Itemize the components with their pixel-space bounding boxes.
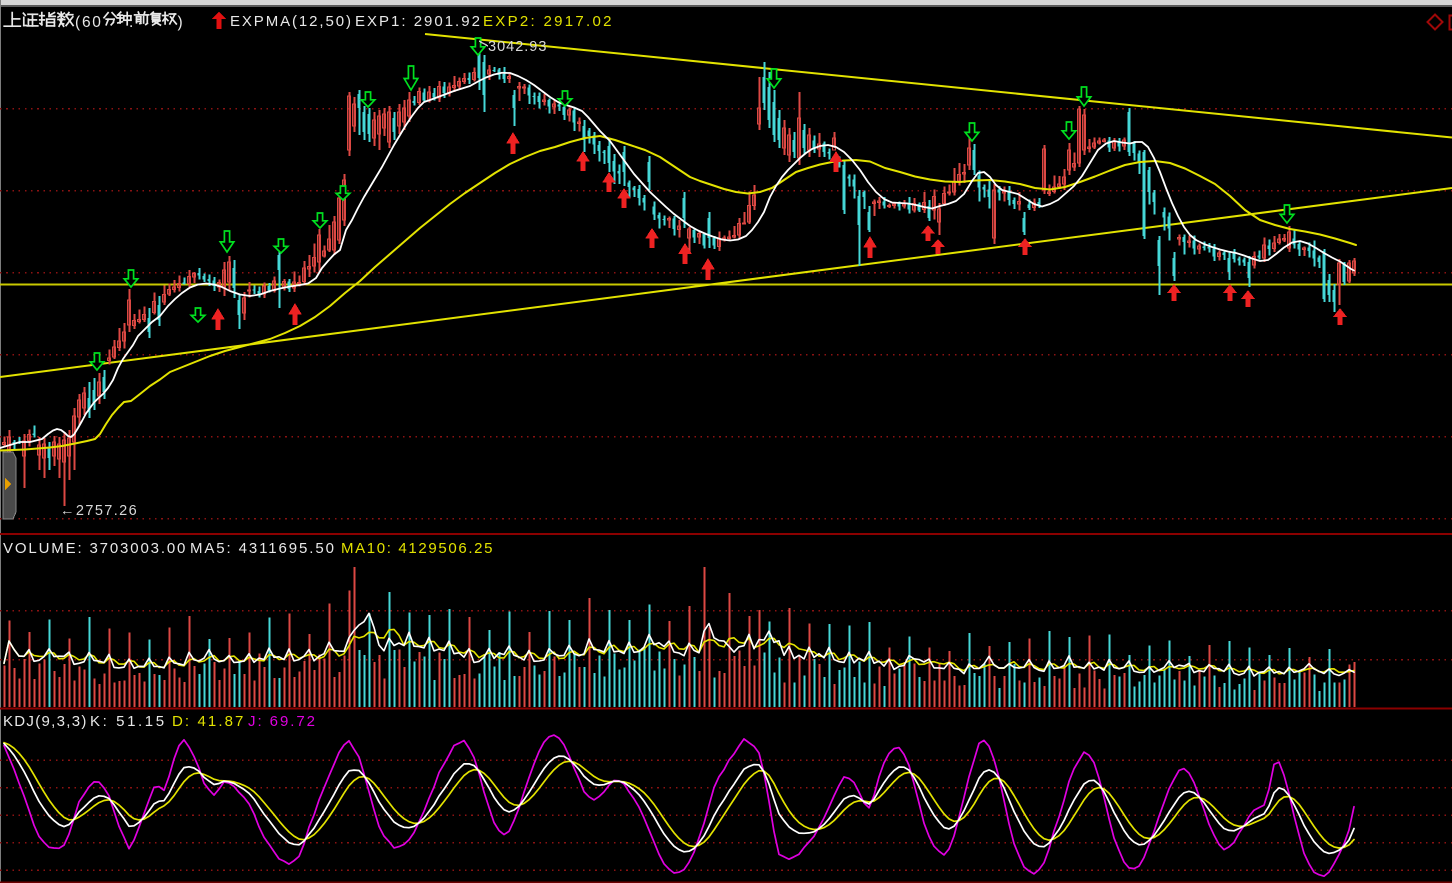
svg-text:(: ( [75,14,81,31]
svg-text:.: . [129,14,133,31]
svg-text:3042.93: 3042.93 [488,39,547,55]
svg-text:←2757.26: ←2757.26 [60,503,138,519]
svg-text:): ) [178,14,183,31]
svg-text:60: 60 [82,14,102,31]
